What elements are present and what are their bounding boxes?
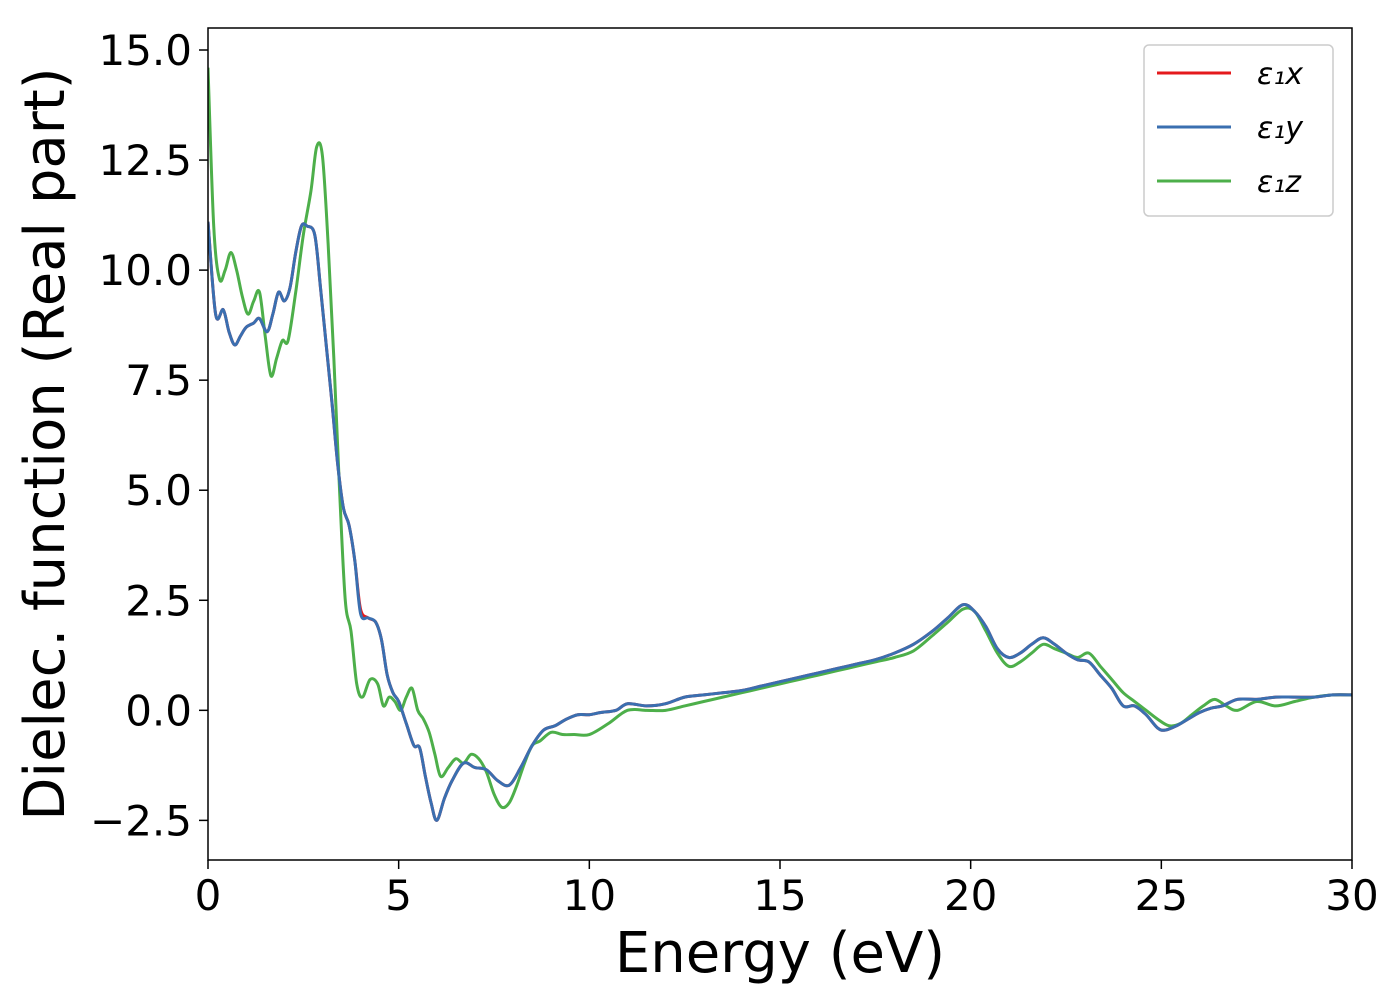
x-tick-label: 15 xyxy=(753,871,806,920)
y-tick-label: 15.0 xyxy=(98,26,192,75)
series-layer xyxy=(208,67,1352,822)
x-tick-label: 20 xyxy=(944,871,997,920)
y-tick-label: 10.0 xyxy=(98,246,192,295)
legend-label: ε₁x xyxy=(1257,57,1303,92)
legend-label: ε₁z xyxy=(1257,165,1302,200)
x-axis-title: Energy (eV) xyxy=(615,921,945,986)
x-tick-label: 0 xyxy=(195,871,222,920)
y-tick-label: 7.5 xyxy=(125,356,192,405)
y-tick-label: 5.0 xyxy=(125,466,192,515)
x-tick-label: 25 xyxy=(1135,871,1188,920)
x-tick-label: 5 xyxy=(385,871,412,920)
series-line-1 xyxy=(208,221,1352,822)
y-tick-label: 0.0 xyxy=(125,686,192,735)
series-line-0 xyxy=(208,221,1352,822)
legend-label: ε₁y xyxy=(1257,111,1304,146)
y-tick-label: 12.5 xyxy=(98,136,192,185)
y-tick-label: 2.5 xyxy=(125,576,192,625)
y-tick-label: −2.5 xyxy=(90,796,192,845)
x-tick-label: 10 xyxy=(563,871,616,920)
x-tick-label: 30 xyxy=(1325,871,1378,920)
y-axis-title: Dielec. function (Real part) xyxy=(13,67,78,820)
series-line-2 xyxy=(208,67,1352,810)
legend-box xyxy=(1143,44,1334,217)
ticks-layer: 0 5 10 15 20 25 30 −2.5 0.0 2.5 5.0 7.5 10.0 12.5 15.0 xyxy=(90,26,1379,920)
legend: ε₁x ε₁y ε₁z xyxy=(1143,44,1334,217)
